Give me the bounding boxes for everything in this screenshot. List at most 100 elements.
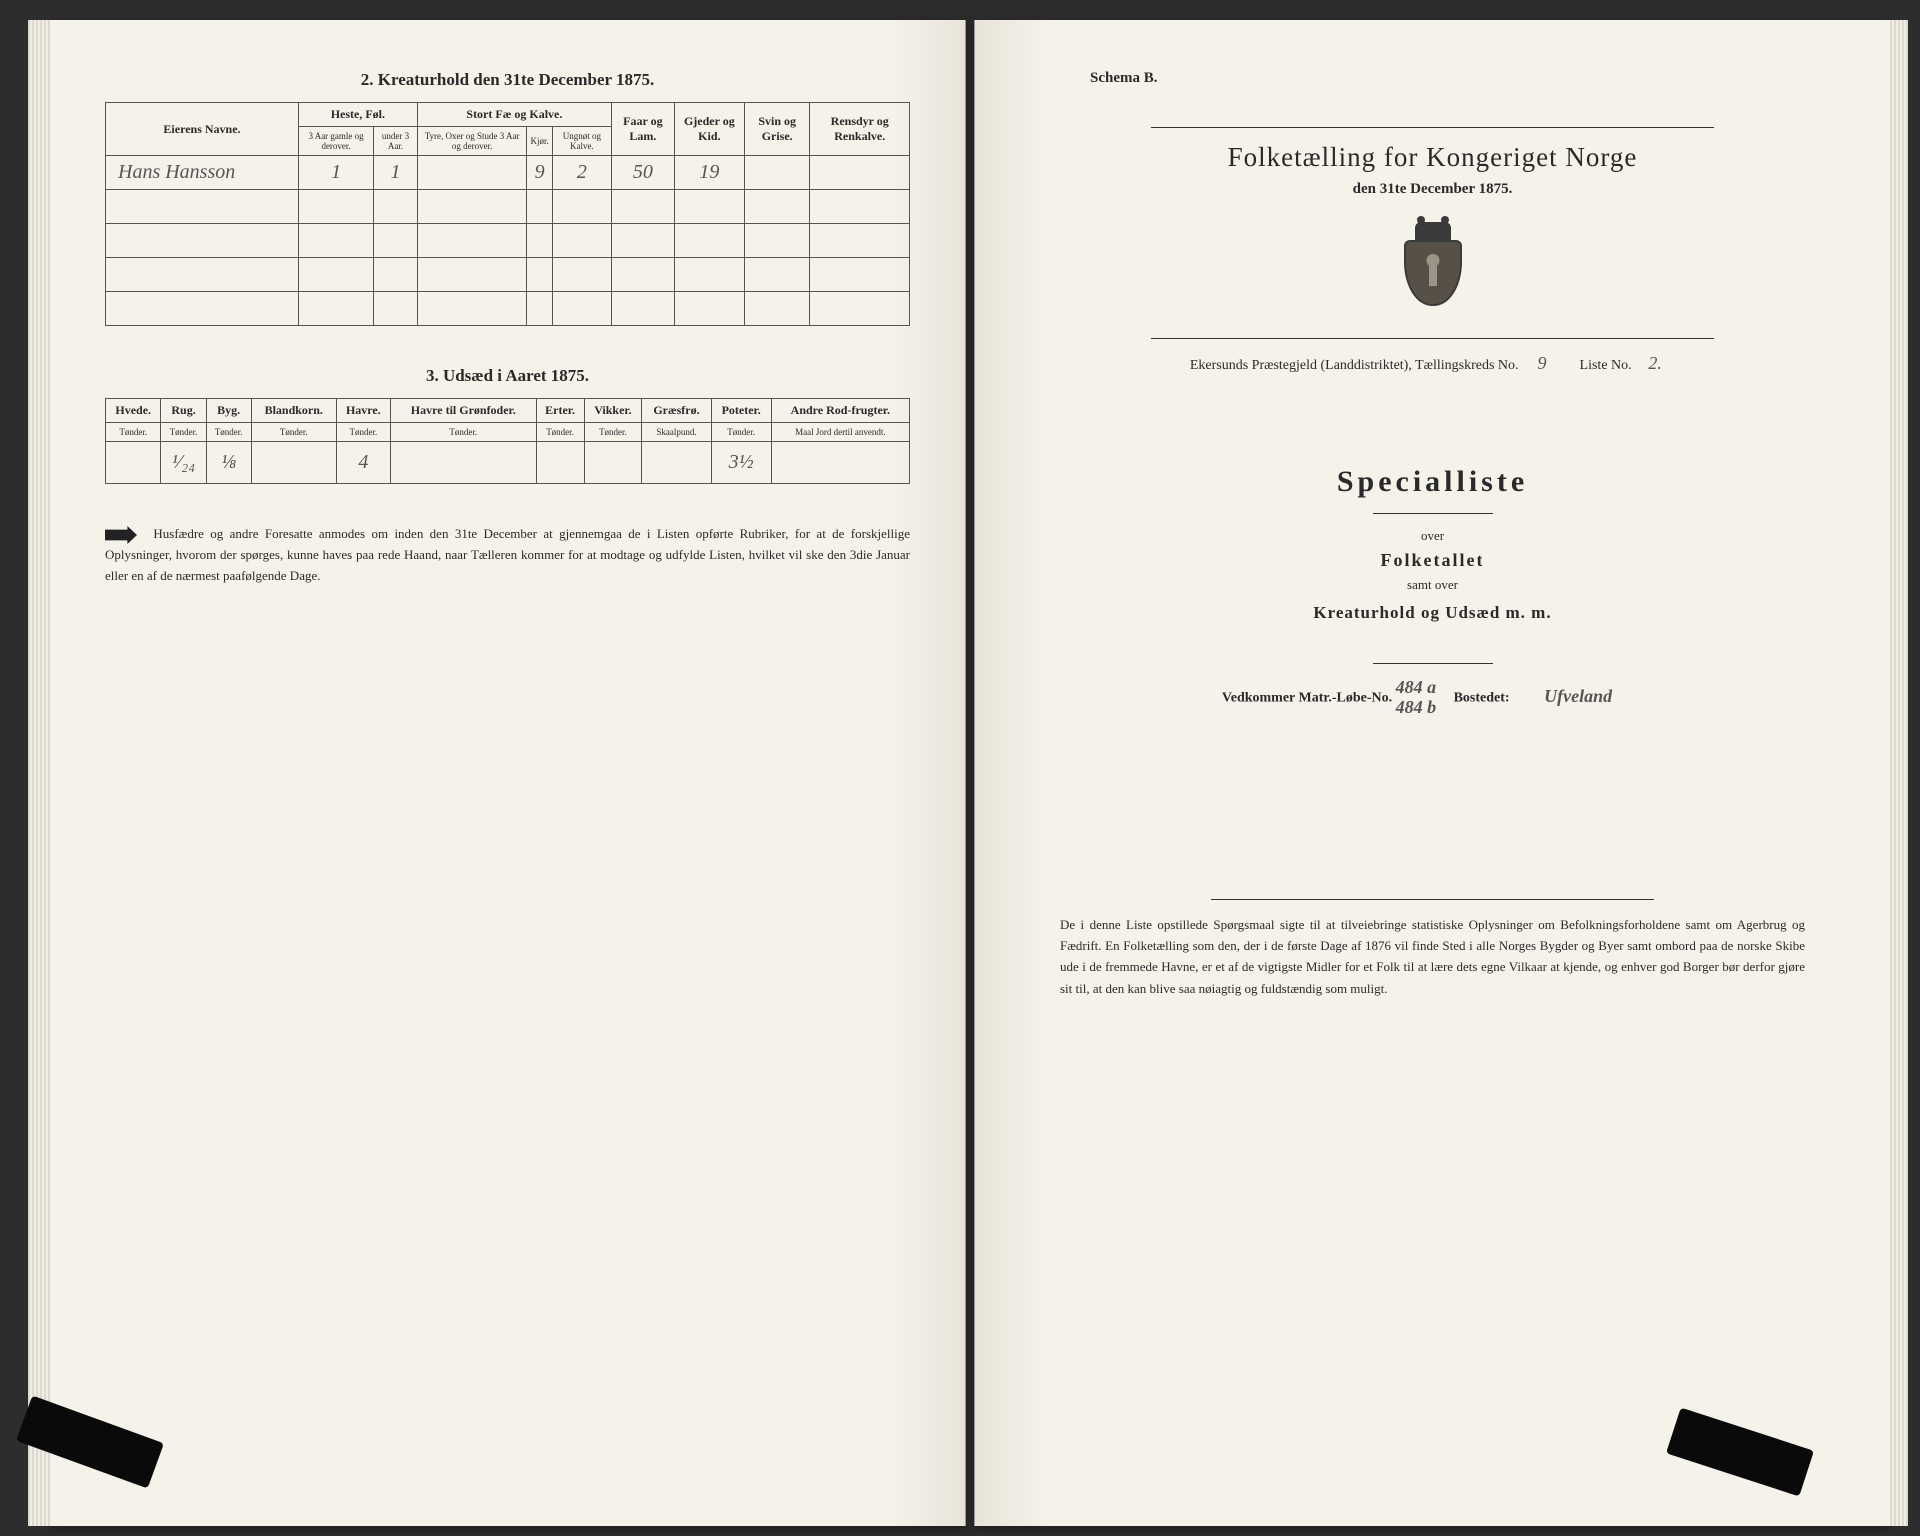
- over-1: over: [1030, 528, 1835, 544]
- table-cell: [612, 292, 675, 326]
- census-title: Folketælling for Kongeriget Norge: [1030, 142, 1835, 173]
- table-cell: [810, 258, 910, 292]
- table-cell: 1: [374, 156, 418, 190]
- district-line: Ekersunds Præstegjeld (Landdistriktet), …: [1030, 353, 1835, 375]
- seed-col-unit: Tønder.: [251, 423, 336, 442]
- table-cell: 19: [674, 156, 744, 190]
- table-cell: [374, 258, 418, 292]
- seed-table: Hvede.Rug.Byg.Blandkorn.Havre.Havre til …: [105, 398, 910, 484]
- specialliste-title: Specialliste: [1030, 465, 1835, 499]
- table-cell: 50: [612, 156, 675, 190]
- table-cell: 2: [552, 156, 611, 190]
- table-cell: [552, 190, 611, 224]
- table-cell: [527, 190, 552, 224]
- table-cell: ¹⁄₂₄: [161, 442, 206, 484]
- seed-col-header: Havre.: [336, 399, 390, 423]
- table-row: [106, 258, 910, 292]
- table-cell: [612, 224, 675, 258]
- col-horse-3plus: 3 Aar gamle og derover.: [298, 127, 373, 156]
- table-cell: [744, 190, 810, 224]
- page-stack-left: [28, 20, 50, 1526]
- colgroup-horses: Heste, Føl.: [298, 103, 417, 127]
- table-cell: [674, 258, 744, 292]
- col-cows: Kjør.: [527, 127, 552, 156]
- livestock-table: Eierens Navne. Heste, Føl. Stort Fæ og K…: [105, 102, 910, 326]
- seed-col-unit: Tønder.: [584, 423, 642, 442]
- seed-col-unit: Skaalpund.: [642, 423, 711, 442]
- col-reindeer: Rensdyr og Renkalve.: [810, 103, 910, 156]
- matr-line: Vedkommer Matr.-Løbe-No. 484 a 484 b Bos…: [1030, 678, 1835, 719]
- table-cell: [536, 442, 584, 484]
- table-cell: [744, 156, 810, 190]
- table-row: ¹⁄₂₄⅛ 4 3½: [106, 442, 910, 484]
- table-cell: [417, 292, 527, 326]
- table-cell: Hans Hansson: [106, 156, 299, 190]
- table-cell: [552, 258, 611, 292]
- table-cell: [674, 224, 744, 258]
- table-cell: [374, 224, 418, 258]
- seed-col-unit: Tønder.: [336, 423, 390, 442]
- seed-col-header: Erter.: [536, 399, 584, 423]
- bottom-note: De i denne Liste opstillede Spørgsmaal s…: [1030, 914, 1835, 1000]
- rule-above-bottom: [1211, 899, 1654, 900]
- col-owner: Eierens Navne.: [106, 103, 299, 156]
- table-cell: [417, 190, 527, 224]
- schema-label: Schema B.: [1090, 70, 1835, 87]
- table-cell: 1: [298, 156, 373, 190]
- table-cell: [642, 442, 711, 484]
- seed-col-header: Blandkorn.: [251, 399, 336, 423]
- rule-tiny-2: [1373, 663, 1493, 664]
- table-cell: [391, 442, 537, 484]
- seed-col-header: Græsfrø.: [642, 399, 711, 423]
- census-date: den 31te December 1875.: [1030, 181, 1835, 198]
- seed-col-unit: Tønder.: [206, 423, 251, 442]
- table-cell: [584, 442, 642, 484]
- table-cell: [106, 224, 299, 258]
- seed-col-unit: Tønder.: [536, 423, 584, 442]
- table-cell: [744, 224, 810, 258]
- district-prefix: Ekersunds Præstegjeld (Landdistriktet), …: [1190, 358, 1519, 373]
- matr-label: Vedkommer Matr.-Løbe-No.: [1222, 691, 1392, 706]
- table-cell: 4: [336, 442, 390, 484]
- seed-col-header: Byg.: [206, 399, 251, 423]
- col-calves: Ungnøt og Kalve.: [552, 127, 611, 156]
- table-cell: [527, 224, 552, 258]
- open-book: 2. Kreaturhold den 31te December 1875. E…: [50, 20, 1890, 1526]
- table-row: [106, 190, 910, 224]
- table-cell: [527, 258, 552, 292]
- col-bulls: Tyre, Oxer og Stude 3 Aar og derover.: [417, 127, 527, 156]
- table-cell: [810, 190, 910, 224]
- page-stack-right: [1890, 20, 1908, 1526]
- table-cell: [810, 224, 910, 258]
- table-row: [106, 292, 910, 326]
- table-cell: 9: [527, 156, 552, 190]
- table-cell: [251, 442, 336, 484]
- table-cell: 3½: [711, 442, 771, 484]
- seed-col-header: Andre Rod-frugter.: [771, 399, 909, 423]
- table-cell: [744, 258, 810, 292]
- seed-col-unit: Tønder.: [106, 423, 161, 442]
- seed-col-unit: Maal Jord dertil anvendt.: [771, 423, 909, 442]
- footnote-text: Husfædre og andre Foresatte anmodes om i…: [105, 526, 910, 583]
- bosted-label: Bostedet:: [1454, 691, 1510, 706]
- seed-col-header: Rug.: [161, 399, 206, 423]
- table-cell: [771, 442, 909, 484]
- table-cell: [810, 292, 910, 326]
- left-footnote: Husfædre og andre Foresatte anmodes om i…: [105, 524, 910, 586]
- samt-over: samt over: [1030, 577, 1835, 593]
- table-cell: [810, 156, 910, 190]
- col-pigs: Svin og Grise.: [744, 103, 810, 156]
- table-cell: [298, 224, 373, 258]
- table-cell: [106, 258, 299, 292]
- seed-col-header: Hvede.: [106, 399, 161, 423]
- coat-of-arms-icon: [1396, 222, 1470, 310]
- table-cell: [417, 224, 527, 258]
- rule-top: [1151, 127, 1715, 128]
- kreds-no: 9: [1522, 353, 1562, 375]
- table-cell: ⅛: [206, 442, 251, 484]
- table-row: Hans Hansson11925019: [106, 156, 910, 190]
- left-page: 2. Kreaturhold den 31te December 1875. E…: [50, 20, 966, 1526]
- table-row: [106, 224, 910, 258]
- table-cell: [298, 258, 373, 292]
- col-goats: Gjeder og Kid.: [674, 103, 744, 156]
